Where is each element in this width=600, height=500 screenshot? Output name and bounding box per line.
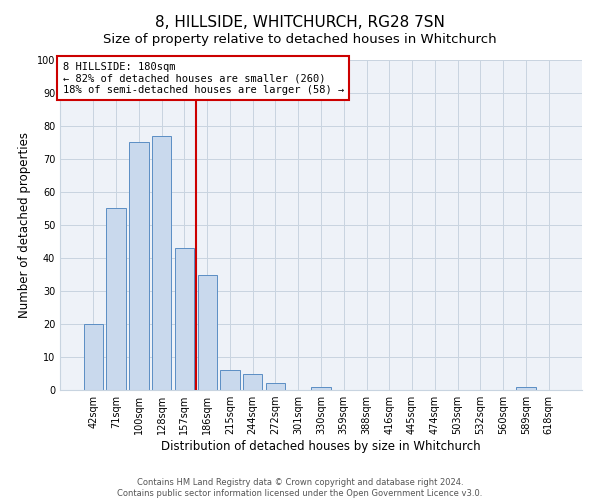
Bar <box>220 370 239 390</box>
Bar <box>311 386 331 390</box>
Bar <box>516 386 536 390</box>
Bar <box>84 324 103 390</box>
Bar <box>106 208 126 390</box>
Text: 8 HILLSIDE: 180sqm
← 82% of detached houses are smaller (260)
18% of semi-detach: 8 HILLSIDE: 180sqm ← 82% of detached hou… <box>62 62 344 95</box>
Y-axis label: Number of detached properties: Number of detached properties <box>18 132 31 318</box>
Bar <box>175 248 194 390</box>
Bar <box>197 274 217 390</box>
Bar <box>266 384 285 390</box>
Bar <box>129 142 149 390</box>
Text: 8, HILLSIDE, WHITCHURCH, RG28 7SN: 8, HILLSIDE, WHITCHURCH, RG28 7SN <box>155 15 445 30</box>
X-axis label: Distribution of detached houses by size in Whitchurch: Distribution of detached houses by size … <box>161 440 481 453</box>
Text: Size of property relative to detached houses in Whitchurch: Size of property relative to detached ho… <box>103 32 497 46</box>
Text: Contains HM Land Registry data © Crown copyright and database right 2024.
Contai: Contains HM Land Registry data © Crown c… <box>118 478 482 498</box>
Bar <box>152 136 172 390</box>
Bar <box>243 374 262 390</box>
